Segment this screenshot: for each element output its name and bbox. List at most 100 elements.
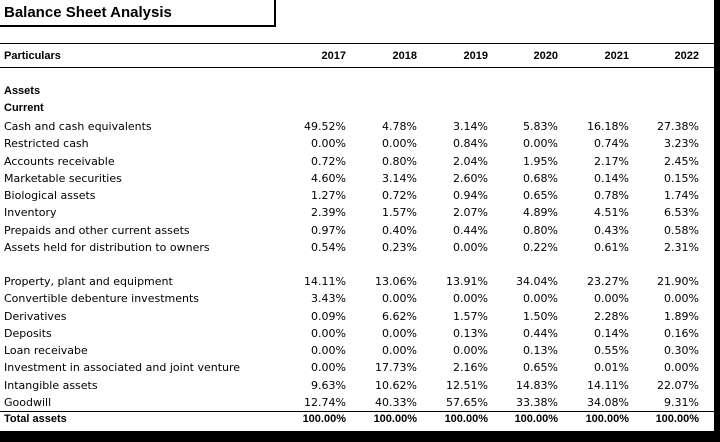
table-cell[interactable]: 0.55% [594,344,629,357]
table-cell[interactable]: 0.09% [311,309,346,323]
table-cell[interactable]: 14.11% [304,275,346,288]
table-cell[interactable]: 3.23% [664,137,699,151]
table-cell[interactable]: 0.14% [594,326,629,340]
total-cell[interactable]: 100.00% [302,413,346,425]
table-cell[interactable]: 0.00% [664,361,699,375]
table-cell[interactable]: 17.73% [375,361,417,375]
table-cell[interactable]: 2.17% [594,154,629,168]
table-cell[interactable]: 0.97% [311,223,346,237]
table-cell[interactable]: 1.57% [382,206,417,220]
table-cell[interactable]: 0.61% [594,240,629,254]
table-cell[interactable]: 1.57% [453,309,488,323]
table-cell[interactable]: 9.63% [311,378,346,392]
table-cell[interactable]: 3.43% [311,292,346,306]
total-cell[interactable]: 100.00% [373,413,417,425]
table-cell[interactable]: 0.01% [594,361,629,375]
table-cell[interactable]: 0.13% [523,344,558,357]
table-cell[interactable]: 0.68% [523,171,558,185]
particulars-header[interactable]: Particulars [4,50,61,62]
table-cell[interactable]: 1.95% [523,154,558,168]
table-cell[interactable]: 0.00% [311,361,346,375]
table-cell[interactable]: 16.18% [587,120,629,133]
table-cell[interactable]: 6.62% [382,309,417,323]
table-cell[interactable]: 0.43% [594,223,629,237]
table-cell[interactable]: 13.06% [375,275,417,288]
table-cell[interactable]: 9.31% [664,395,699,409]
table-cell[interactable]: 0.72% [311,154,346,168]
table-cell[interactable]: 2.28% [594,309,629,323]
table-cell[interactable]: 0.00% [664,292,699,306]
row-label[interactable]: Marketable securities [4,171,122,185]
table-cell[interactable]: 0.00% [311,137,346,151]
table-cell[interactable]: 40.33% [375,395,417,409]
year-header-2018[interactable]: 2018 [392,50,417,62]
table-cell[interactable]: 0.13% [453,326,488,340]
table-cell[interactable]: 0.84% [453,137,488,151]
table-cell[interactable]: 0.74% [594,137,629,151]
table-cell[interactable]: 34.04% [516,275,558,288]
table-cell[interactable]: 0.00% [382,292,417,306]
table-cell[interactable]: 4.78% [382,120,417,133]
table-cell[interactable]: 0.40% [382,223,417,237]
table-cell[interactable]: 5.83% [523,120,558,133]
table-cell[interactable]: 14.83% [516,378,558,392]
table-cell[interactable]: 2.16% [453,361,488,375]
table-cell[interactable]: 0.00% [311,344,346,357]
table-cell[interactable]: 0.44% [453,223,488,237]
table-cell[interactable]: 49.52% [304,120,346,133]
table-cell[interactable]: 0.94% [453,189,488,202]
row-label[interactable]: Biological assets [4,189,96,202]
year-header-2019[interactable]: 2019 [463,50,488,62]
table-cell[interactable]: 0.78% [594,189,629,202]
table-cell[interactable]: 23.27% [587,275,629,288]
table-cell[interactable]: 33.38% [516,395,558,409]
table-cell[interactable]: 0.14% [594,171,629,185]
title-cell[interactable]: Balance Sheet Analysis [0,0,276,27]
table-cell[interactable]: 3.14% [453,120,488,133]
year-header-2020[interactable]: 2020 [533,50,558,62]
table-cell[interactable]: 10.62% [375,378,417,392]
total-label[interactable]: Total assets [4,413,67,425]
table-cell[interactable]: 0.00% [311,326,346,340]
table-cell[interactable]: 0.54% [311,240,346,254]
table-cell[interactable]: 13.91% [446,275,488,288]
table-cell[interactable]: 0.80% [382,154,417,168]
table-cell[interactable]: 0.72% [382,189,417,202]
total-cell[interactable]: 100.00% [444,413,488,425]
table-cell[interactable]: 2.31% [664,240,699,254]
table-cell[interactable]: 4.89% [523,206,558,220]
table-cell[interactable]: 6.53% [664,206,699,220]
table-cell[interactable]: 0.00% [523,137,558,151]
row-label[interactable]: Derivatives [4,309,67,323]
row-label[interactable]: Investment in associated and joint ventu… [4,361,241,375]
table-cell[interactable]: 0.16% [664,326,699,340]
table-cell[interactable]: 0.80% [523,223,558,237]
table-cell[interactable]: 3.14% [382,171,417,185]
section-label-assets[interactable]: Assets [4,85,41,97]
year-header-2021[interactable]: 2021 [604,50,629,62]
row-label[interactable]: Restricted cash [4,137,89,151]
table-cell[interactable]: 2.60% [453,171,488,185]
table-cell[interactable]: 0.65% [523,189,558,202]
row-label[interactable]: Loan receivabe [4,344,88,357]
total-cell[interactable]: 100.00% [514,413,558,425]
row-label[interactable]: Inventory [4,206,57,220]
row-label[interactable]: Deposits [4,326,52,340]
table-cell[interactable]: 0.22% [523,240,558,254]
table-cell[interactable]: 1.27% [311,189,346,202]
table-cell[interactable]: 0.00% [594,292,629,306]
table-cell[interactable]: 27.38% [657,120,699,133]
table-cell[interactable]: 0.23% [382,240,417,254]
table-cell[interactable]: 2.07% [453,206,488,220]
table-cell[interactable]: 4.51% [594,206,629,220]
row-label[interactable]: Goodwill [4,395,52,409]
table-cell[interactable]: 1.89% [664,309,699,323]
table-cell[interactable]: 0.00% [453,344,488,357]
table-cell[interactable]: 0.00% [453,292,488,306]
row-label[interactable]: Assets held for distribution to owners [4,240,210,254]
table-cell[interactable]: 12.51% [446,378,488,392]
table-cell[interactable]: 2.45% [664,154,699,168]
year-header-2017[interactable]: 2017 [321,50,346,62]
table-cell[interactable]: 0.00% [382,137,417,151]
row-label[interactable]: Accounts receivable [4,154,115,168]
